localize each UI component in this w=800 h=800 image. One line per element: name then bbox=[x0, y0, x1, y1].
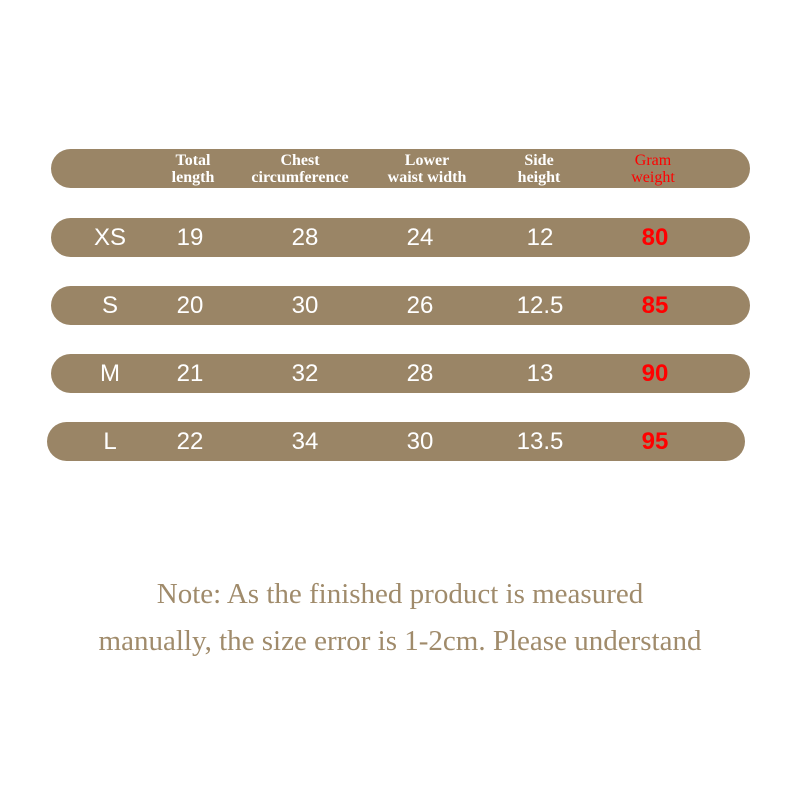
size-row-l: L 22 34 30 13.5 95 bbox=[47, 422, 745, 461]
header-text: Total bbox=[175, 151, 211, 169]
header-side-height: Side height bbox=[518, 149, 561, 188]
header-text: height bbox=[517, 168, 561, 186]
side-height-cell: 12.5 bbox=[516, 291, 564, 319]
lower-waist-width-cell: 24 bbox=[406, 223, 434, 251]
size-row-s: S 20 30 26 12.5 85 bbox=[51, 286, 750, 325]
lower-waist-width-cell: 26 bbox=[406, 291, 434, 319]
side-height-cell: 13 bbox=[526, 359, 554, 387]
header-gram-weight: Gram weight bbox=[631, 149, 675, 188]
header-text: Chest bbox=[280, 151, 320, 169]
note-line-2: manually, the size error is 1-2cm. Pleas… bbox=[98, 625, 702, 657]
chest-circumference-cell: 32 bbox=[291, 359, 319, 387]
header-chest-circumference: Chest circumference bbox=[251, 149, 348, 188]
total-length-cell: 20 bbox=[176, 291, 204, 319]
header-text: waist width bbox=[387, 168, 467, 186]
header-text: Gram bbox=[634, 151, 672, 169]
total-length-cell: 21 bbox=[176, 359, 204, 387]
gram-weight-cell: 95 bbox=[641, 427, 669, 455]
size-label-cell: S bbox=[101, 291, 119, 319]
gram-weight-cell: 90 bbox=[641, 359, 669, 387]
header-text: Lower bbox=[404, 151, 450, 169]
size-label-cell: XS bbox=[93, 223, 127, 251]
note-line-1: Note: As the finished product is measure… bbox=[156, 578, 644, 610]
lower-waist-width-cell: 30 bbox=[406, 427, 434, 455]
header-text: Side bbox=[524, 151, 554, 169]
size-label-cell: M bbox=[100, 359, 120, 387]
header-text: weight bbox=[631, 168, 675, 186]
chest-circumference-cell: 28 bbox=[291, 223, 319, 251]
header-text: length bbox=[171, 168, 215, 186]
gram-weight-cell: 85 bbox=[641, 291, 669, 319]
size-row-m: M 21 32 28 13 90 bbox=[51, 354, 750, 393]
header-lower-waist-width: Lower waist width bbox=[388, 149, 467, 188]
total-length-cell: 22 bbox=[176, 427, 204, 455]
lower-waist-width-cell: 28 bbox=[406, 359, 434, 387]
side-height-cell: 12 bbox=[526, 223, 554, 251]
gram-weight-cell: 80 bbox=[641, 223, 669, 251]
header-row: Total length Chest circumference Lower wais… bbox=[51, 149, 750, 188]
chest-circumference-cell: 34 bbox=[291, 427, 319, 455]
size-label-cell: L bbox=[103, 427, 117, 455]
header-total-length: Total length bbox=[172, 149, 215, 188]
total-length-cell: 19 bbox=[176, 223, 204, 251]
size-row-xs: XS 19 28 24 12 80 bbox=[51, 218, 750, 257]
chest-circumference-cell: 30 bbox=[291, 291, 319, 319]
header-text: circumference bbox=[251, 168, 349, 186]
side-height-cell: 13.5 bbox=[516, 427, 564, 455]
